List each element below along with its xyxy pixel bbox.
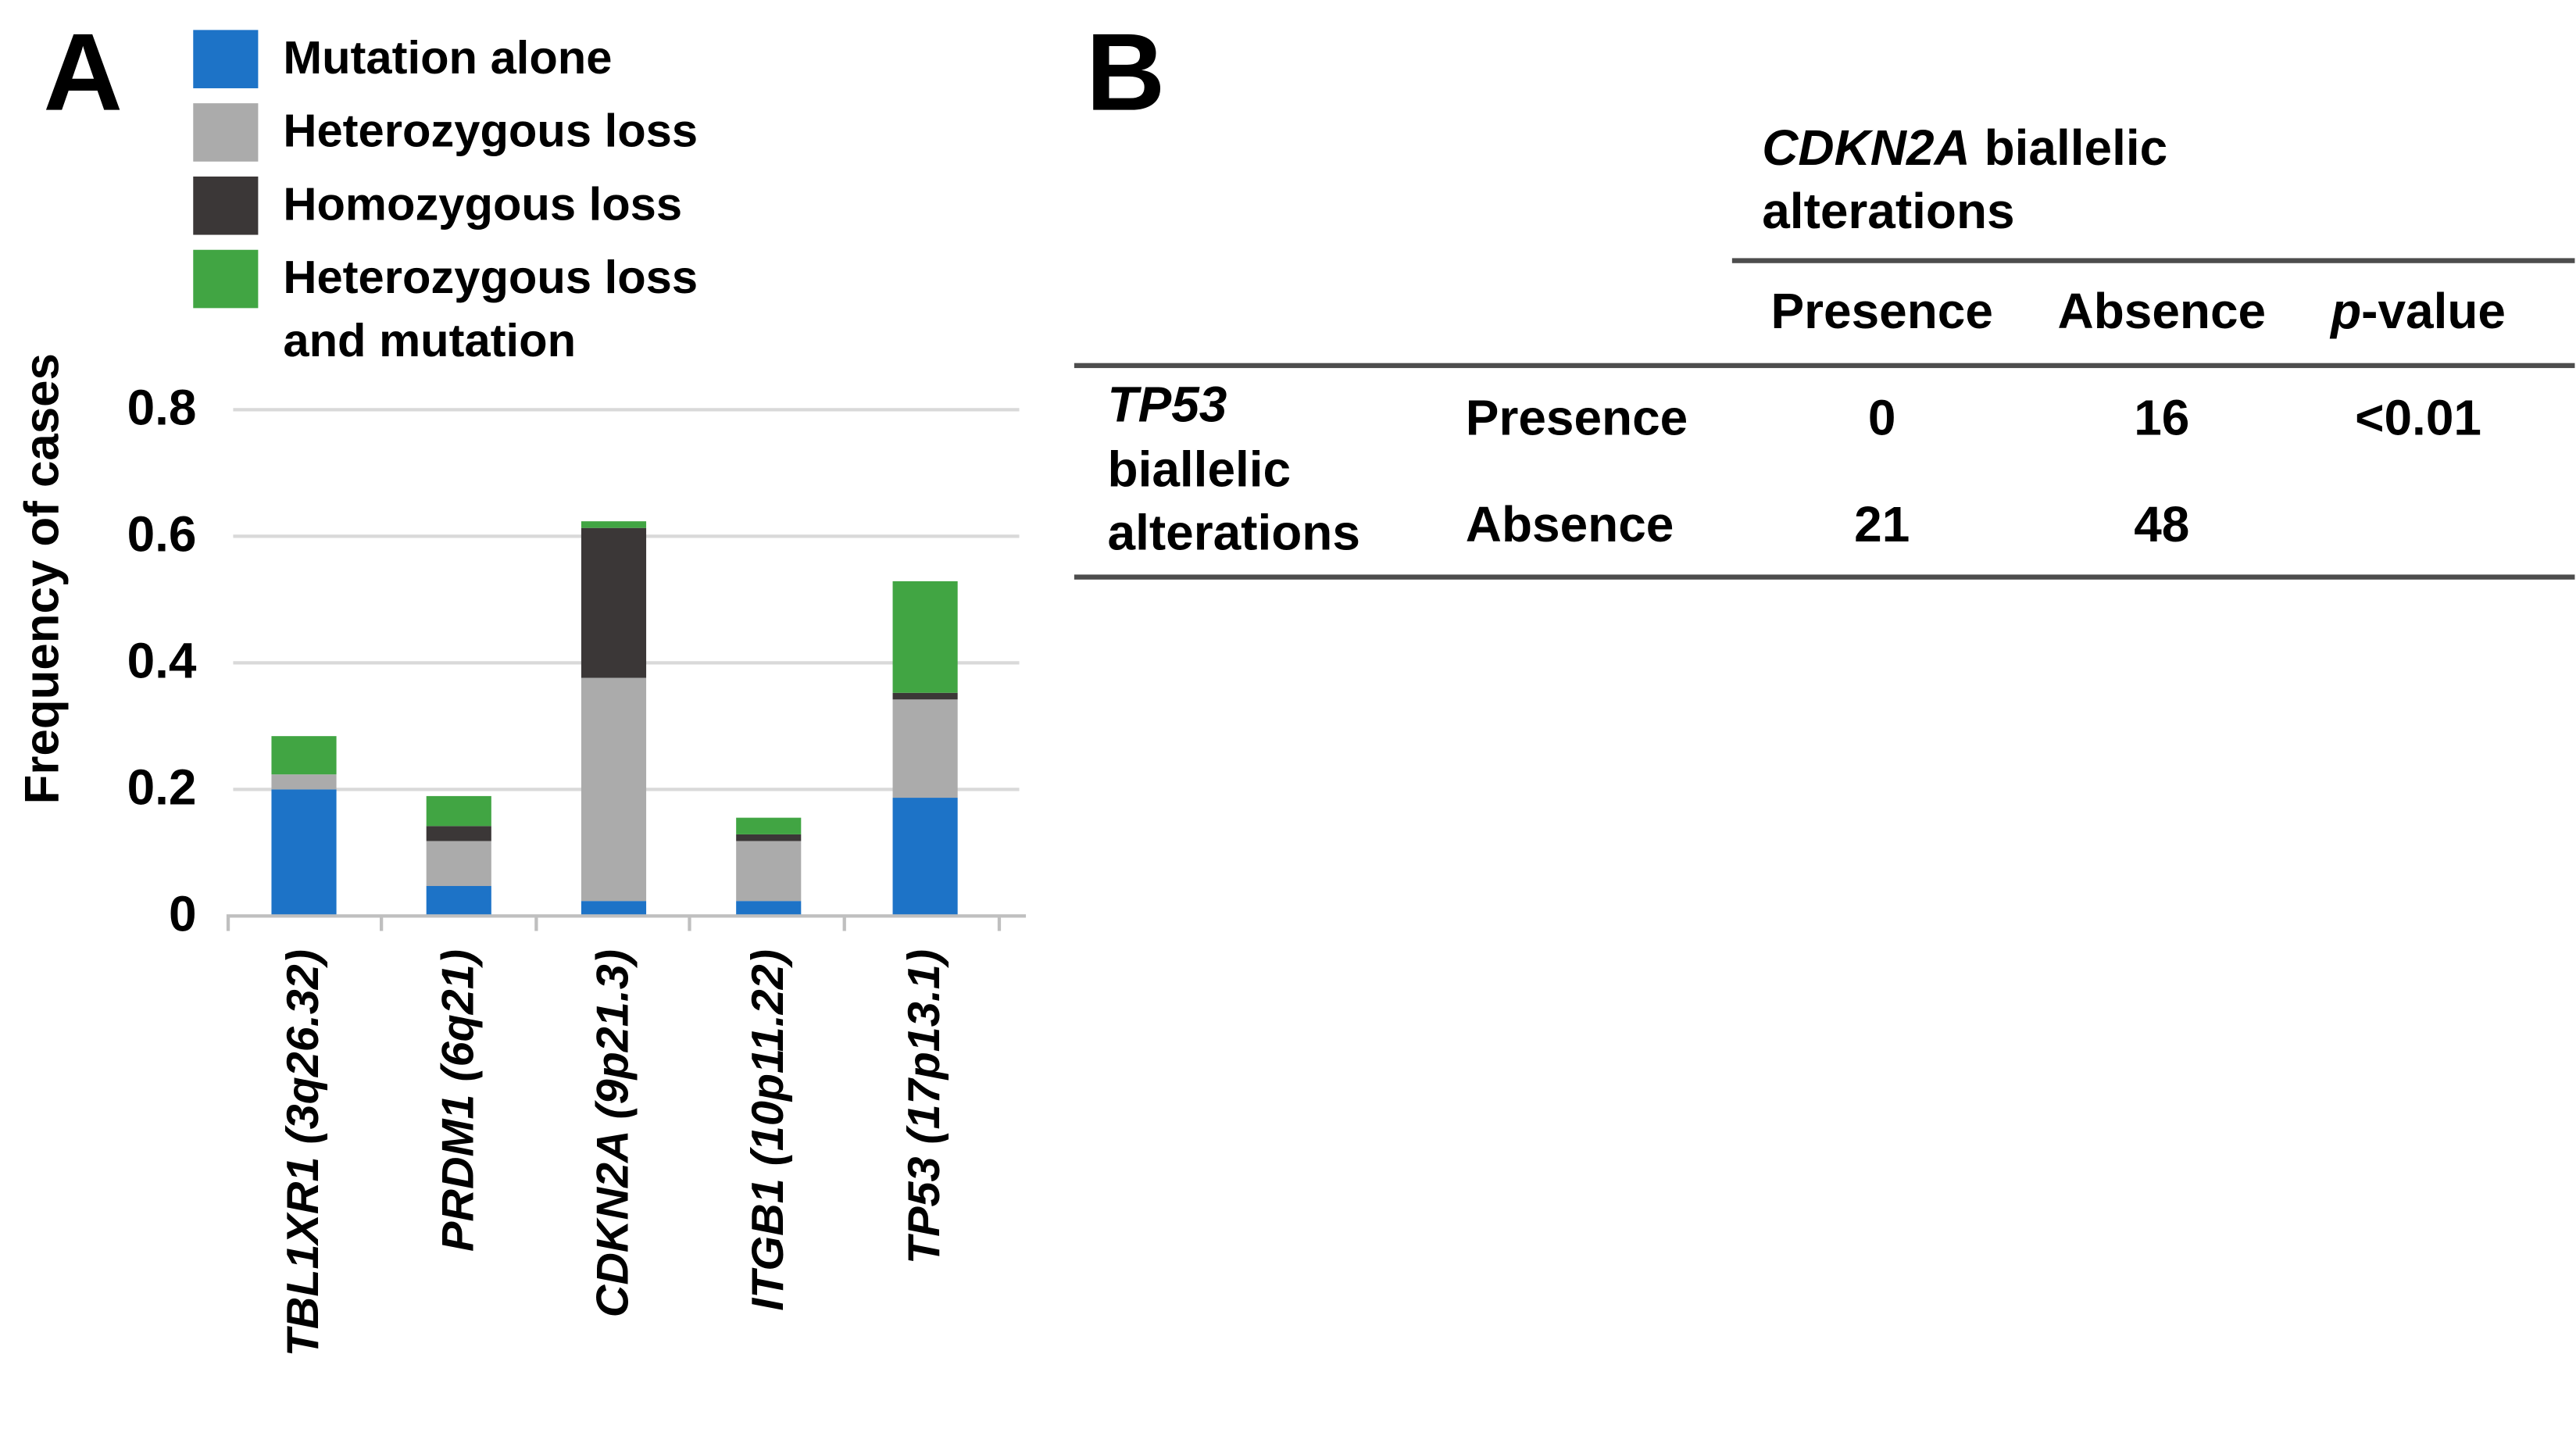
x-axis-tick [226,917,230,931]
gene-name-cdkn2a: CDKN2A [1762,121,1970,177]
legend-label: Homozygous loss [283,178,683,230]
p-italic: p [2331,284,2362,340]
bar-segment-heterozygous-loss [580,677,645,901]
x-category-label: CDKN2A (9p21.3) [588,949,638,1318]
bar-segment-homozygous-loss [735,834,801,841]
x-axis-tick [380,917,384,931]
table-col-header-pvalue: p-value [2302,283,2535,343]
table-cell-pvalue: <0.01 [2355,391,2481,447]
bar-segment-heterozygous-loss [891,700,957,798]
row-group-header-line2: biallelic [1107,443,1292,498]
table-cell: 16 [2134,391,2190,447]
bar-segment-heterozygous-loss [425,841,491,887]
table-col-header-absence: Absence [2057,284,2267,340]
legend-label: Mutation alone [283,31,613,84]
y-tick-label: 0 [168,888,197,943]
x-axis-tick [997,917,1002,931]
bar-segment-heterozygous-loss-and-mutation [580,520,645,529]
row-group-header-line3: alterations [1107,506,1360,562]
bar-segment-mutation-alone [580,900,645,916]
x-axis-tick [688,917,691,931]
x-category-label: TBL1XR1 (3q26.32) [277,949,328,1357]
bar-segment-homozygous-loss [425,826,491,841]
table-cell: 48 [2134,498,2190,553]
table-row-label: Absence [1465,498,1674,553]
gene-name-tp53: TP53 [1107,377,1227,434]
panel-a-label: A [43,9,123,134]
table-row-label: Presence [1465,391,1688,447]
legend-swatch-icon [193,30,259,88]
table-rule-bottom [1074,574,2575,580]
x-axis-tick [842,917,846,931]
bar-segment-heterozygous-loss [735,841,801,901]
legend-label: Heterozygous loss [283,105,698,157]
bar-segment-heterozygous-loss-and-mutation [425,796,491,827]
table-rule-under-col-group [1731,258,2575,263]
legend-swatch-icon [193,176,259,235]
y-tick-label: 0.4 [127,634,197,690]
bar-segment-heterozygous-loss-and-mutation [891,581,957,693]
x-axis-tick [534,917,538,931]
x-axis-line [226,914,1027,918]
bar-segment-heterozygous-loss-and-mutation [270,737,336,774]
bar-segment-heterozygous-loss-and-mutation [735,818,801,834]
bar-segment-mutation-alone [425,886,491,916]
y-tick-label: 0.2 [127,761,197,816]
table-col-header-presence: Presence [1770,284,1993,340]
bar-segment-mutation-alone [735,900,801,916]
legend-swatch-icon [193,103,259,162]
x-category-label: PRDM1 (6q21) [433,949,484,1252]
bar-segment-mutation-alone [891,797,957,916]
x-category-label: ITGB1 (10p11.22) [742,949,793,1311]
p-rest: -value [2361,284,2506,340]
y-tick-label: 0.8 [127,381,197,437]
table-cell: 0 [1867,391,1896,447]
bar-segment-homozygous-loss [580,528,645,677]
table-cell: 21 [1854,498,1910,553]
col-group-header-rest: biallelic [1984,121,2168,177]
x-category-label: TP53 (17p13.1) [899,949,950,1265]
gridline [233,408,1020,412]
bar-segment-mutation-alone [270,789,336,916]
legend-label: Heterozygous loss [283,251,698,303]
bar-segment-heterozygous-loss [270,773,336,790]
panel-b-label: B [1085,9,1166,134]
bar-segment-homozygous-loss [891,692,957,701]
table-col-group-header: CDKN2A biallelic [1762,120,2167,180]
y-tick-label: 0.6 [127,508,197,563]
legend-swatch-icon [193,249,259,309]
table-col-group-header-line2: alterations [1762,184,2015,240]
legend-label: and mutation [283,314,577,366]
table-rule-top [1074,363,2575,369]
